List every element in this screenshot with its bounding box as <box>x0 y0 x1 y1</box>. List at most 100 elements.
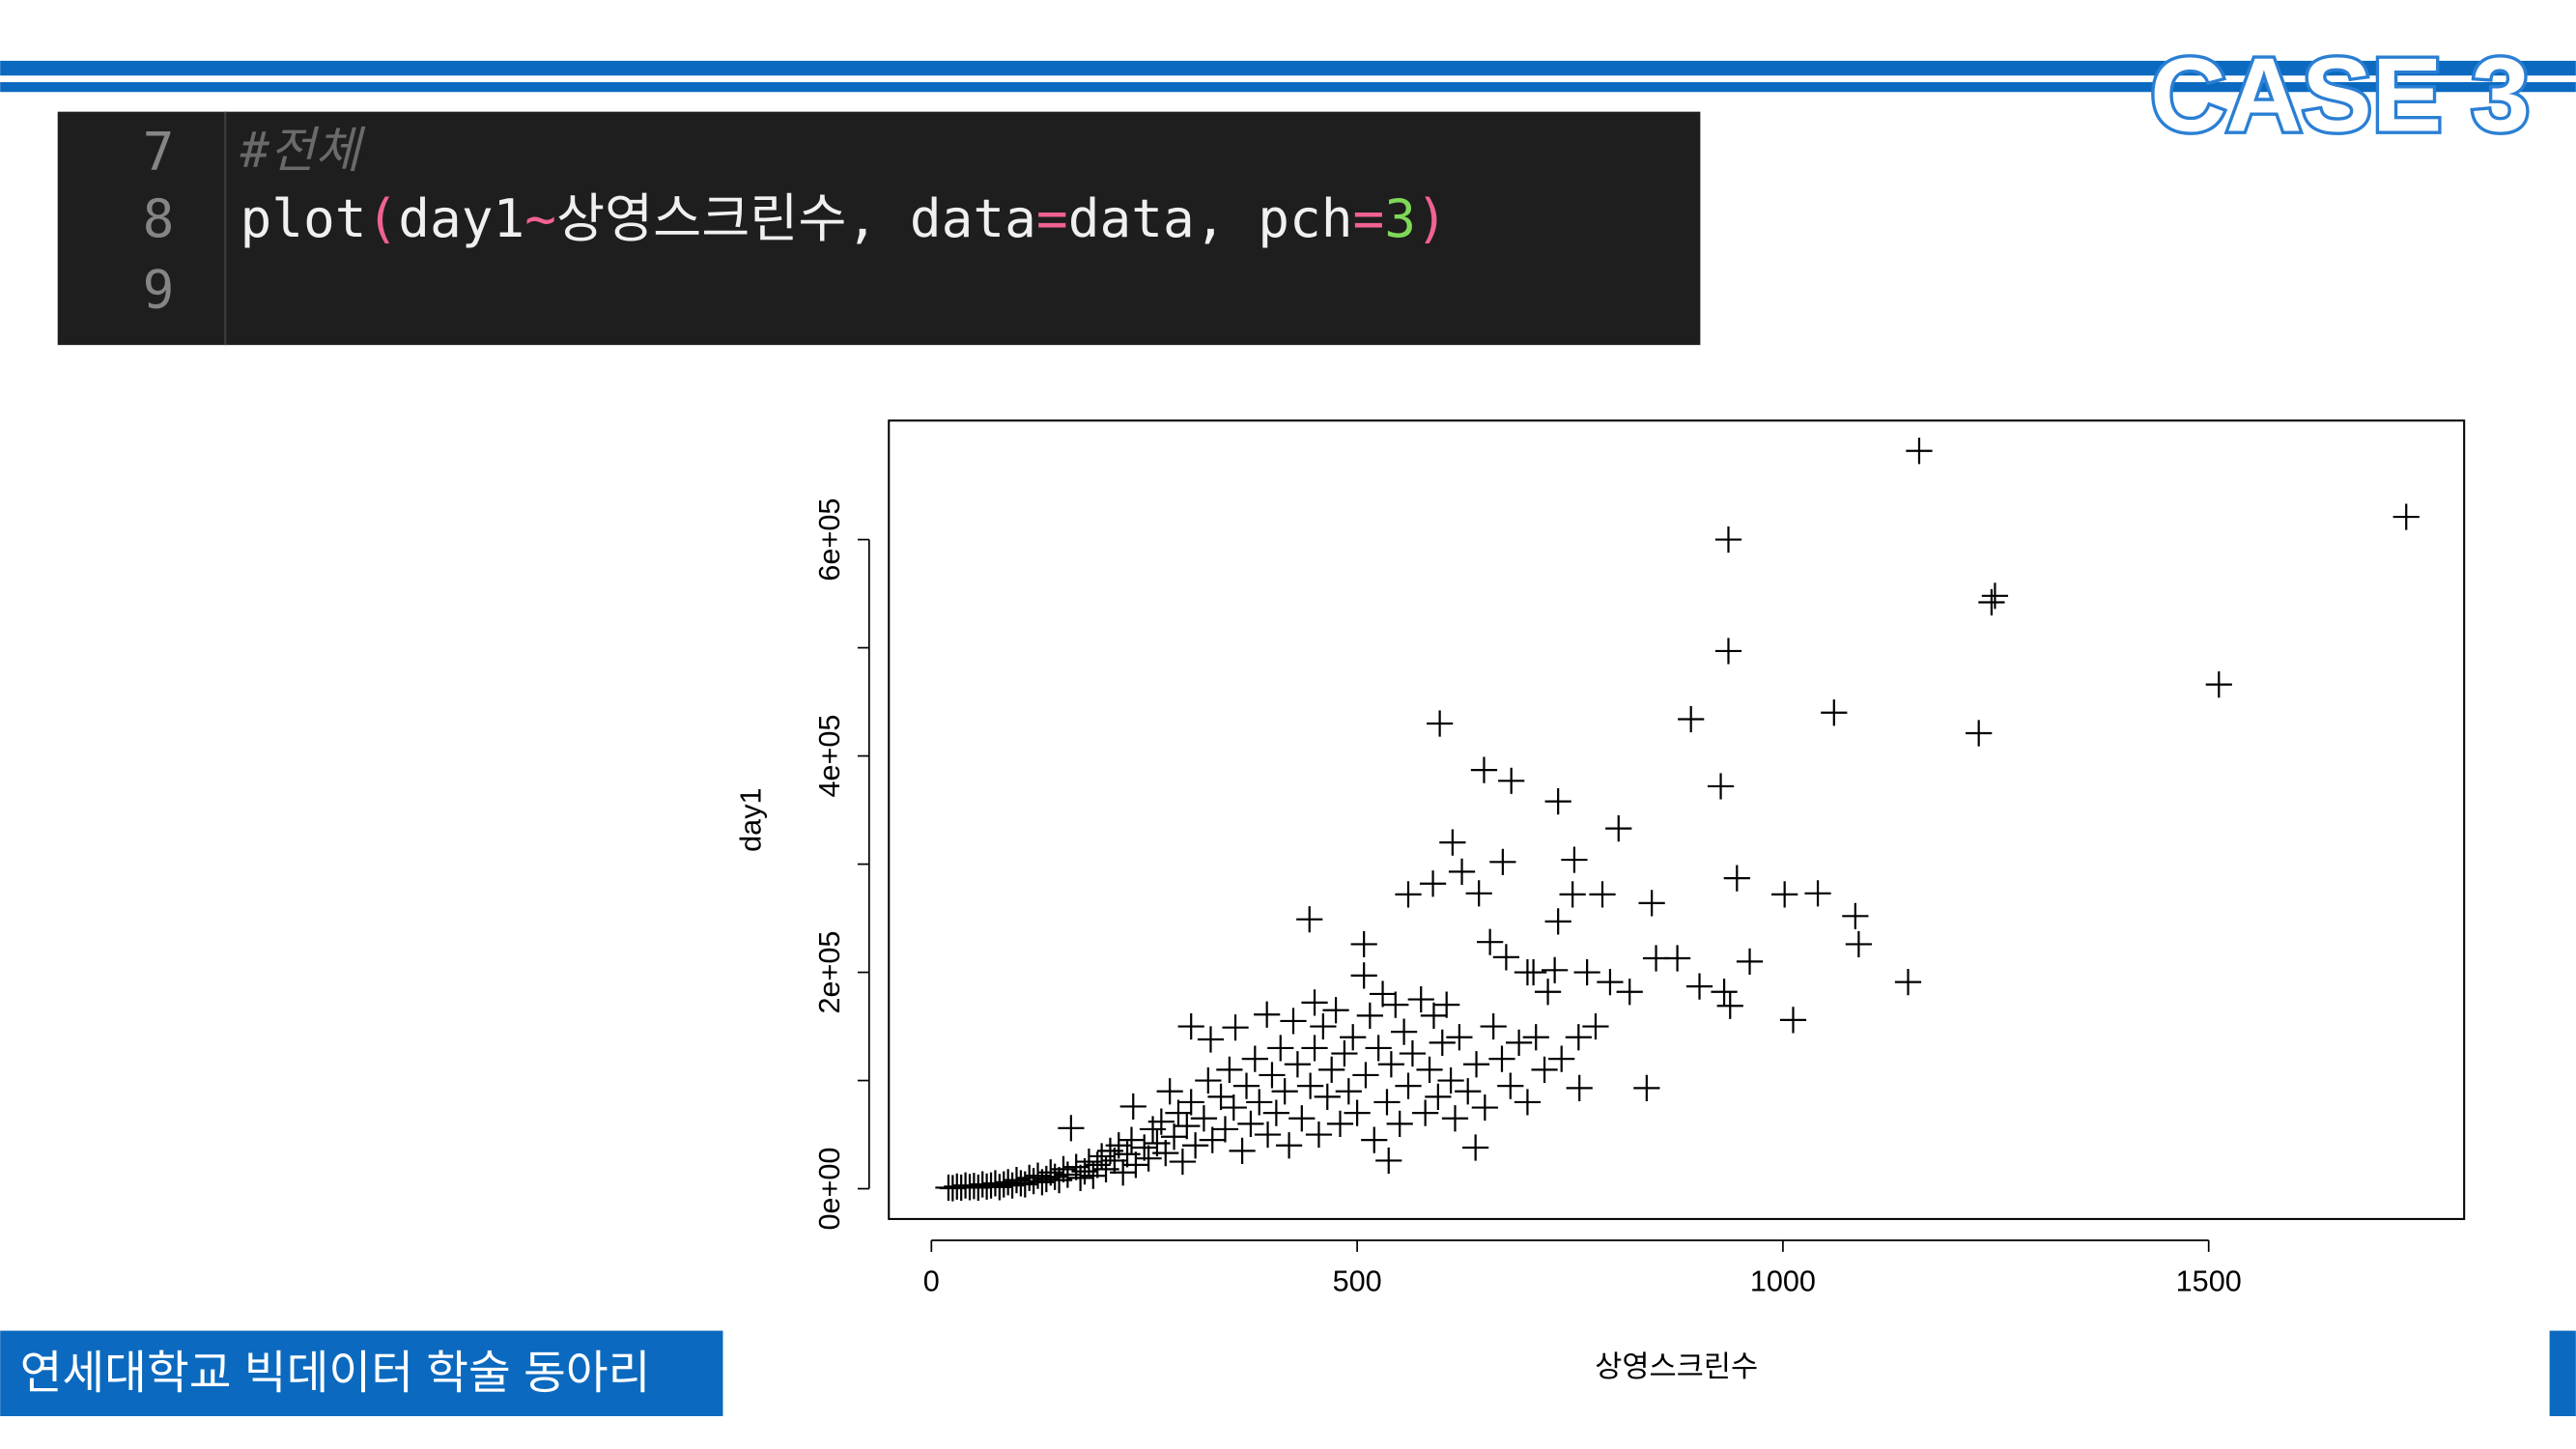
point <box>1427 710 1454 737</box>
point <box>1182 1132 1209 1159</box>
point <box>1254 1001 1281 1028</box>
point <box>1488 1045 1515 1072</box>
point <box>1386 1110 1413 1137</box>
line-number: 9 <box>143 258 175 320</box>
point <box>1470 756 1498 783</box>
footer-bar <box>0 1330 723 1416</box>
point <box>1131 1134 1158 1161</box>
code-token: ( <box>366 187 398 249</box>
code-text: plot(day1~상영스크린수, data=data, pch=3) <box>240 187 1447 249</box>
point <box>1605 814 1632 842</box>
code-token: ~ <box>524 187 556 249</box>
point <box>1241 1045 1268 1072</box>
point <box>1211 1116 1239 1143</box>
code-token: 3 <box>1384 187 1416 249</box>
point <box>1821 699 1848 726</box>
point <box>1597 969 1624 996</box>
point <box>1361 1126 1388 1153</box>
point <box>1711 979 1738 1006</box>
point <box>1412 1099 1439 1126</box>
point <box>1544 787 1571 815</box>
point <box>1050 1155 1077 1182</box>
y-tick-label: 6e+05 <box>813 498 846 582</box>
point <box>1565 1024 1592 1051</box>
point <box>1177 1012 1204 1040</box>
point <box>1561 846 1588 873</box>
point <box>1229 1137 1256 1164</box>
point <box>1723 865 1750 892</box>
point <box>1462 1134 1489 1161</box>
point <box>1559 881 1586 908</box>
point <box>1322 997 1349 1024</box>
point <box>1331 1039 1358 1067</box>
point <box>1906 438 1933 465</box>
point <box>1216 1056 1243 1083</box>
point <box>1736 948 1764 975</box>
point <box>1382 991 1409 1018</box>
point <box>1437 1066 1464 1094</box>
point <box>1110 1159 1137 1186</box>
point <box>1222 1014 1249 1041</box>
code-token: day1 <box>398 187 524 249</box>
point <box>1197 1026 1225 1053</box>
point <box>1284 1051 1312 1078</box>
point <box>1318 1056 1345 1083</box>
code-token: 상영스크린수 <box>556 187 846 249</box>
point <box>1419 870 1447 897</box>
point <box>1267 1035 1294 1062</box>
y-tick-label: 4e+05 <box>813 715 846 798</box>
point <box>1326 1110 1354 1137</box>
point <box>1633 1074 1660 1101</box>
point <box>1548 1045 1575 1072</box>
point <box>1497 1072 1524 1099</box>
point <box>1156 1078 1183 1105</box>
code-token: = <box>1036 187 1068 249</box>
point <box>1531 1056 1558 1083</box>
point <box>1373 1089 1401 1116</box>
point <box>1365 1035 1392 1062</box>
point <box>1842 902 1869 929</box>
point <box>1119 1093 1146 1121</box>
point <box>1446 1024 1473 1051</box>
point <box>1707 773 1735 800</box>
point <box>1522 1024 1549 1051</box>
point <box>1147 1108 1175 1135</box>
point <box>1441 1105 1469 1132</box>
point <box>1199 1126 1226 1153</box>
point <box>1416 1056 1443 1083</box>
point <box>1080 1162 1107 1189</box>
y-tick-label: 2e+05 <box>813 931 846 1014</box>
point <box>1207 1083 1234 1110</box>
point <box>1314 1083 1341 1110</box>
point <box>1589 881 1616 908</box>
y-axis-title: day1 <box>734 787 767 851</box>
point <box>1714 638 1742 665</box>
point <box>1237 1110 1264 1137</box>
point <box>1232 1072 1260 1099</box>
point <box>1301 1035 1328 1062</box>
point <box>1514 1089 1542 1116</box>
line-number: 7 <box>143 120 175 182</box>
point <box>1966 720 1993 747</box>
point <box>1439 829 1466 856</box>
point <box>1804 880 1831 907</box>
point <box>1471 1094 1498 1122</box>
point <box>1716 992 1743 1019</box>
point <box>1220 1094 1247 1122</box>
point <box>1616 979 1643 1006</box>
point <box>1262 1099 1289 1126</box>
point <box>1135 1145 1162 1172</box>
point <box>1344 1099 1371 1126</box>
point <box>1254 1121 1282 1149</box>
point <box>1462 1051 1490 1078</box>
point <box>1492 944 1519 971</box>
point <box>1534 979 1562 1006</box>
point <box>1118 1126 1146 1153</box>
code-token: plot <box>240 187 366 249</box>
point <box>1429 1029 1456 1056</box>
point <box>1152 1139 1179 1167</box>
point <box>1399 1039 1427 1067</box>
point <box>1395 881 1422 908</box>
point <box>1480 1012 1507 1040</box>
point <box>1489 848 1516 875</box>
